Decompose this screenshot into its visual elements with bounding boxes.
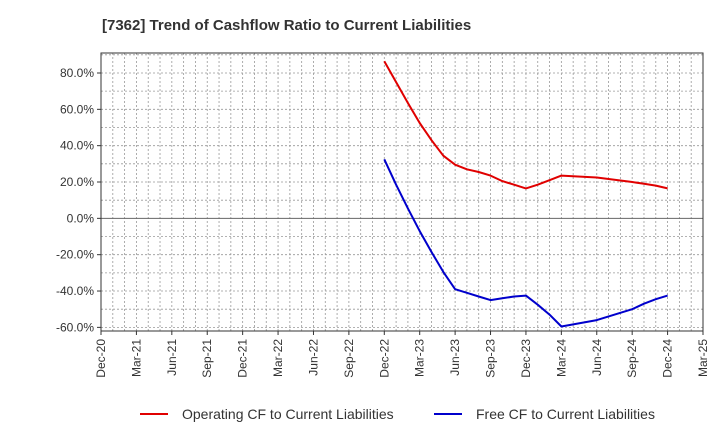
x-tick-label: Dec-24 (661, 339, 675, 378)
x-tick-label: Dec-23 (519, 339, 533, 378)
plot-area (100, 52, 704, 332)
x-tick-label: Dec-22 (377, 339, 391, 378)
grid-lines (101, 53, 703, 331)
x-tick-label: Sep-21 (200, 339, 214, 378)
chart-title: [7362] Trend of Cashflow Ratio to Curren… (102, 17, 471, 34)
x-tick-label: Sep-23 (484, 339, 498, 378)
y-tick-label: 80.0% (60, 66, 94, 80)
x-tick-label: Mar-22 (271, 339, 285, 377)
x-axis: Dec-20 Mar-21 Jun-21 Sep-21 Dec-21 Mar-22 Jun-… (94, 331, 710, 378)
x-tick-label: Mar-23 (413, 339, 427, 377)
y-tick-label: 0.0% (67, 211, 95, 225)
series-line-1 (383, 60, 668, 190)
x-tick-label: Jun-22 (306, 339, 320, 376)
x-tick-label: Dec-20 (94, 339, 108, 378)
y-tick-label: 60.0% (60, 102, 94, 116)
x-tick-label: Mar-25 (696, 339, 710, 377)
y-tick-label: -40.0% (56, 284, 94, 298)
x-tick-label: Dec-21 (236, 339, 250, 378)
x-tick-label: Jun-24 (590, 339, 604, 376)
y-tick-label: 20.0% (60, 175, 94, 189)
x-tick-label: Sep-24 (625, 339, 639, 378)
y-tick-label: -20.0% (56, 248, 94, 262)
legend: Operating CF to Current Liabilities Free … (140, 406, 655, 422)
legend-label: Operating CF to Current Liabilities (182, 406, 394, 422)
x-tick-label: Jun-21 (165, 339, 179, 376)
y-tick-label: 40.0% (60, 139, 94, 153)
x-tick-label: Mar-21 (129, 339, 143, 377)
x-tick-label: Jun-23 (448, 339, 462, 376)
x-tick-label: Sep-22 (342, 339, 356, 378)
series-layer (383, 60, 668, 328)
legend-label: Free CF to Current Liabilities (476, 406, 655, 422)
y-tick-label: -60.0% (56, 320, 94, 334)
y-axis: 80.0% 60.0% 40.0% 20.0% 0.0% -20.0% -40.0% -60.… (56, 66, 101, 334)
series-line-2 (383, 158, 668, 328)
x-tick-label: Mar-24 (554, 339, 568, 377)
